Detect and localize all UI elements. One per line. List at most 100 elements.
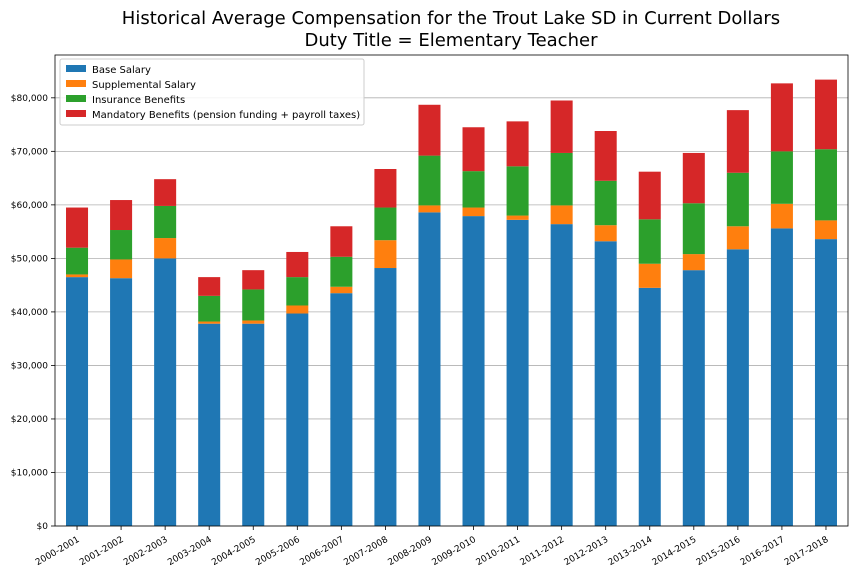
x-tick-label: 2001-2002: [78, 535, 125, 568]
legend-swatch: [66, 65, 86, 72]
bar-segment: [506, 215, 529, 220]
bar-segment: [330, 293, 353, 526]
bar-segment: [154, 179, 177, 206]
bar-segment: [418, 104, 441, 156]
bar-segment: [814, 239, 837, 527]
bar-segment: [506, 166, 529, 216]
bar-segment: [330, 286, 353, 294]
bar-segment: [550, 205, 573, 225]
bar-segment: [594, 180, 617, 226]
bar-segment: [462, 216, 485, 527]
x-tick-label: 2013-2014: [607, 535, 655, 568]
y-tick-label: $50,000: [11, 254, 48, 264]
bar-segment: [726, 226, 749, 250]
legend-label: Mandatory Benefits (pension funding + pa…: [92, 110, 360, 121]
bar-segment: [198, 323, 221, 526]
bar-segment: [462, 207, 485, 217]
bar-segment: [154, 205, 177, 239]
bar-segment: [770, 151, 793, 204]
y-tick-label: $60,000: [11, 201, 48, 211]
bar-segment: [682, 152, 705, 204]
bar-segment: [242, 270, 265, 290]
gridlines: [55, 97, 848, 527]
bar-segment: [418, 212, 441, 526]
bar-segment: [286, 251, 309, 278]
bar-segment: [110, 259, 133, 279]
bars: [66, 79, 837, 527]
legend-swatch: [66, 95, 86, 102]
x-tick-label: 2012-2013: [563, 535, 610, 568]
x-tick-label: 2011-2012: [519, 535, 566, 568]
bar-segment: [462, 171, 485, 208]
bar-segment: [66, 247, 89, 275]
y-tick-label: $20,000: [11, 415, 48, 425]
bar-segment: [770, 83, 793, 152]
bar-segment: [682, 203, 705, 255]
x-tick-label: 2006-2007: [298, 535, 345, 568]
bar-segment: [638, 287, 661, 526]
bar-segment: [506, 219, 529, 526]
bar-segment: [374, 169, 397, 208]
bar-segment: [506, 121, 529, 167]
bar-segment: [550, 224, 573, 526]
y-tick-label: $10,000: [11, 468, 48, 478]
bar-segment: [638, 219, 661, 264]
bar-segment: [594, 241, 617, 526]
legend-label: Insurance Benefits: [92, 95, 185, 106]
bar-segment: [110, 230, 133, 260]
bar-segment: [374, 268, 397, 526]
bar-segment: [594, 225, 617, 242]
legend-swatch: [66, 110, 86, 117]
bar-segment: [286, 313, 309, 526]
bar-segment: [374, 207, 397, 241]
bar-segment: [242, 320, 265, 324]
bar-segment: [330, 256, 353, 287]
y-tick-label: $30,000: [11, 361, 48, 371]
x-tick-label: 2015-2016: [695, 535, 743, 568]
x-tick-label: 2016-2017: [739, 535, 786, 568]
bar-segment: [242, 289, 265, 321]
bar-segment: [418, 205, 441, 213]
x-tick-label: 2010-2011: [475, 535, 522, 568]
bar-segment: [110, 278, 133, 526]
bar-segment: [638, 263, 661, 288]
x-tick-label: 2002-2003: [122, 535, 169, 568]
bar-segment: [154, 258, 177, 526]
y-tick-label: $40,000: [11, 308, 48, 318]
x-tick-label: 2000-2001: [34, 535, 81, 568]
bar-segment: [154, 238, 177, 259]
x-tick-label: 2005-2006: [254, 535, 302, 568]
plot-frame: [54, 54, 849, 527]
bar-segment: [770, 228, 793, 526]
legend: Base Salary Supplemental Salary Insurance …: [59, 58, 365, 126]
chart-title: Historical Average Compensation for the …: [122, 8, 780, 29]
bar-segment: [330, 226, 353, 257]
bar-segment: [286, 277, 309, 306]
x-tick-label: 2014-2015: [651, 535, 698, 568]
bar-segment: [198, 321, 221, 324]
bar-segment: [242, 323, 265, 526]
bar-segment: [726, 172, 749, 227]
bar-segment: [462, 127, 485, 172]
bar-segment: [66, 207, 89, 248]
y-tick-label: $0: [37, 522, 49, 532]
y-tick-label: $70,000: [11, 147, 48, 157]
chart-subtitle: Duty Title = Elementary Teacher: [305, 30, 599, 51]
x-tick-label: 2009-2010: [431, 535, 479, 568]
bar-segment: [638, 171, 661, 220]
legend-swatch: [66, 80, 86, 87]
bar-segment: [66, 277, 89, 526]
bar-segment: [418, 155, 441, 206]
bar-segment: [66, 274, 89, 278]
x-tick-label: 2004-2005: [210, 535, 257, 568]
bar-segment: [550, 100, 573, 153]
x-tick-label: 2003-2004: [166, 535, 214, 568]
bar-segment: [286, 305, 309, 314]
bar-segment: [726, 110, 749, 173]
bar-segment: [550, 152, 573, 206]
x-tick-label: 2008-2009: [386, 535, 434, 568]
bar-segment: [770, 203, 793, 229]
bar-segment: [682, 254, 705, 271]
bar-segment: [198, 277, 221, 296]
